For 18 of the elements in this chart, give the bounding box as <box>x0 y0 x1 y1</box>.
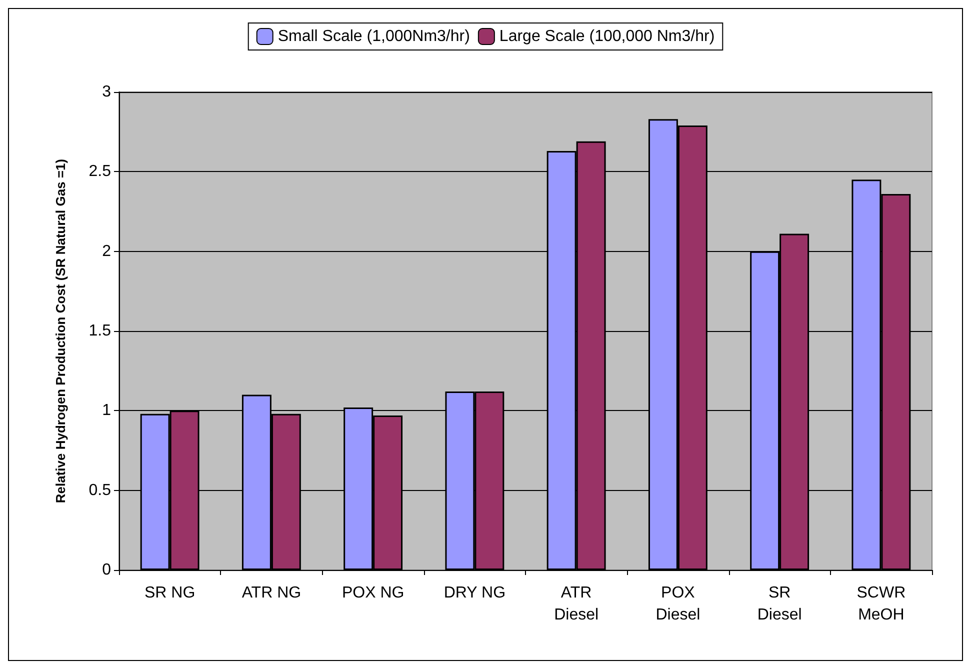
y-tick-label: 1 <box>102 402 112 420</box>
legend-label: Large Scale (100,000 Nm3/hr) <box>499 28 715 45</box>
y-tick-label: 3 <box>102 84 112 100</box>
x-tick-label: SCWR MeOH <box>856 584 906 624</box>
x-tick-label: SR NG <box>144 584 196 602</box>
legend-label: Small Scale (1,000Nm3/hr) <box>278 28 470 45</box>
y-tick-label: 2 <box>102 242 112 260</box>
y-tick-label: 2.5 <box>88 163 112 180</box>
x-tick-label: POX Diesel <box>656 584 700 624</box>
y-tick-label: 0.5 <box>88 482 112 499</box>
x-tick-label: POX NG <box>342 584 404 602</box>
x-tick-label: ATR Diesel <box>554 584 599 624</box>
y-tick-label: 1.5 <box>88 322 112 340</box>
x-tick-label: ATR NG <box>242 584 302 602</box>
y-axis-title: Relative Hydrogen Production Cost (SR Natural Gas =1) <box>53 158 68 504</box>
x-tick-label: SR Diesel <box>757 584 802 624</box>
x-tick-label: DRY NG <box>444 584 506 602</box>
y-tick-label: 0 <box>102 562 112 578</box>
